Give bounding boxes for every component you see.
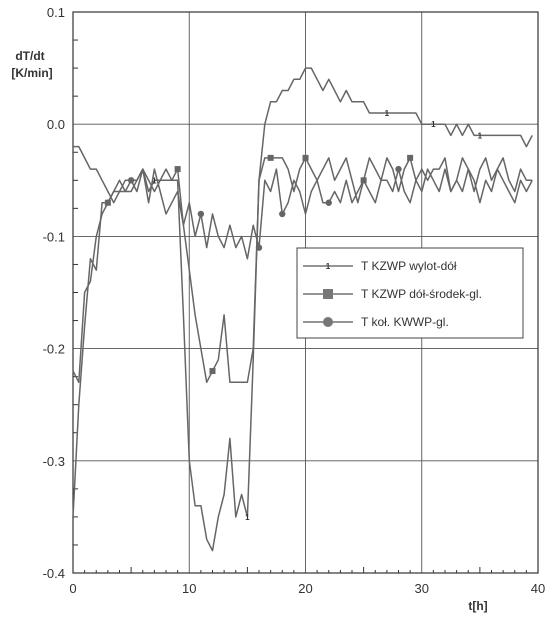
legend-label-2: T KZWP dół-środek-gl. — [361, 287, 482, 301]
series-3 — [73, 145, 533, 260]
legend: 1 T KZWP wylot-dół T KZWP dół-środek-gl.… — [296, 247, 524, 339]
data-point-marker: 1 — [152, 176, 157, 185]
y-tick-label: -0.2 — [43, 342, 65, 357]
y-tick-label: -0.4 — [43, 566, 65, 581]
y-tick-label: 0.0 — [47, 117, 65, 132]
x-tick-label: 20 — [298, 581, 312, 596]
data-point-marker — [255, 244, 263, 251]
legend-entry-1: 1 T KZWP wylot-dół — [303, 259, 457, 273]
series-line-3 — [73, 145, 533, 260]
x-tick-label: 10 — [182, 581, 196, 596]
data-point-marker — [104, 199, 111, 206]
legend-label-1: T KZWP wylot-dół — [361, 259, 457, 273]
data-point-marker — [407, 154, 414, 161]
y-tick-label: -0.1 — [43, 229, 65, 244]
data-point-marker: 1 — [478, 131, 483, 140]
legend-entry-2: T KZWP dół-środek-gl. — [303, 287, 482, 301]
series-lines: 1 1 1 1 1 1 — [72, 67, 533, 552]
legend-marker-3 — [323, 317, 333, 327]
x-tick-label: 30 — [415, 581, 429, 596]
data-point-marker — [197, 210, 205, 218]
legend-label-3: T koł. KWWP-gl. — [361, 315, 449, 329]
data-point-marker — [325, 199, 332, 206]
y-axis-label-line1: dT/dt — [15, 49, 44, 63]
data-point-marker — [209, 368, 216, 375]
data-point-marker — [127, 177, 135, 184]
y-tick-label: 0.1 — [47, 5, 65, 20]
data-point-marker — [279, 210, 286, 218]
data-point-marker — [174, 166, 181, 173]
legend-marker-2 — [323, 289, 333, 299]
y-axis-label-line2: [K/min] — [11, 66, 52, 80]
data-point-marker — [395, 165, 402, 173]
data-point-marker: 1 — [245, 513, 250, 522]
data-point-marker — [267, 154, 274, 161]
data-point-marker: 1 — [431, 120, 436, 129]
legend-marker-1: 1 — [326, 262, 331, 271]
y-tick-label: -0.3 — [43, 454, 65, 469]
axis-ticks: 0.1 0.0 -0.1 -0.2 -0.3 -0.4 0 10 20 30 40 — [43, 5, 546, 596]
legend-box — [296, 247, 524, 339]
x-tick-label: 0 — [69, 581, 76, 596]
data-point-marker: 1 — [385, 109, 390, 118]
x-tick-label: 40 — [531, 581, 545, 596]
x-axis-label: t[h] — [468, 599, 487, 613]
data-point-marker — [302, 154, 309, 161]
legend-entry-3: T koł. KWWP-gl. — [303, 315, 449, 329]
series-line-1 — [72, 67, 533, 552]
